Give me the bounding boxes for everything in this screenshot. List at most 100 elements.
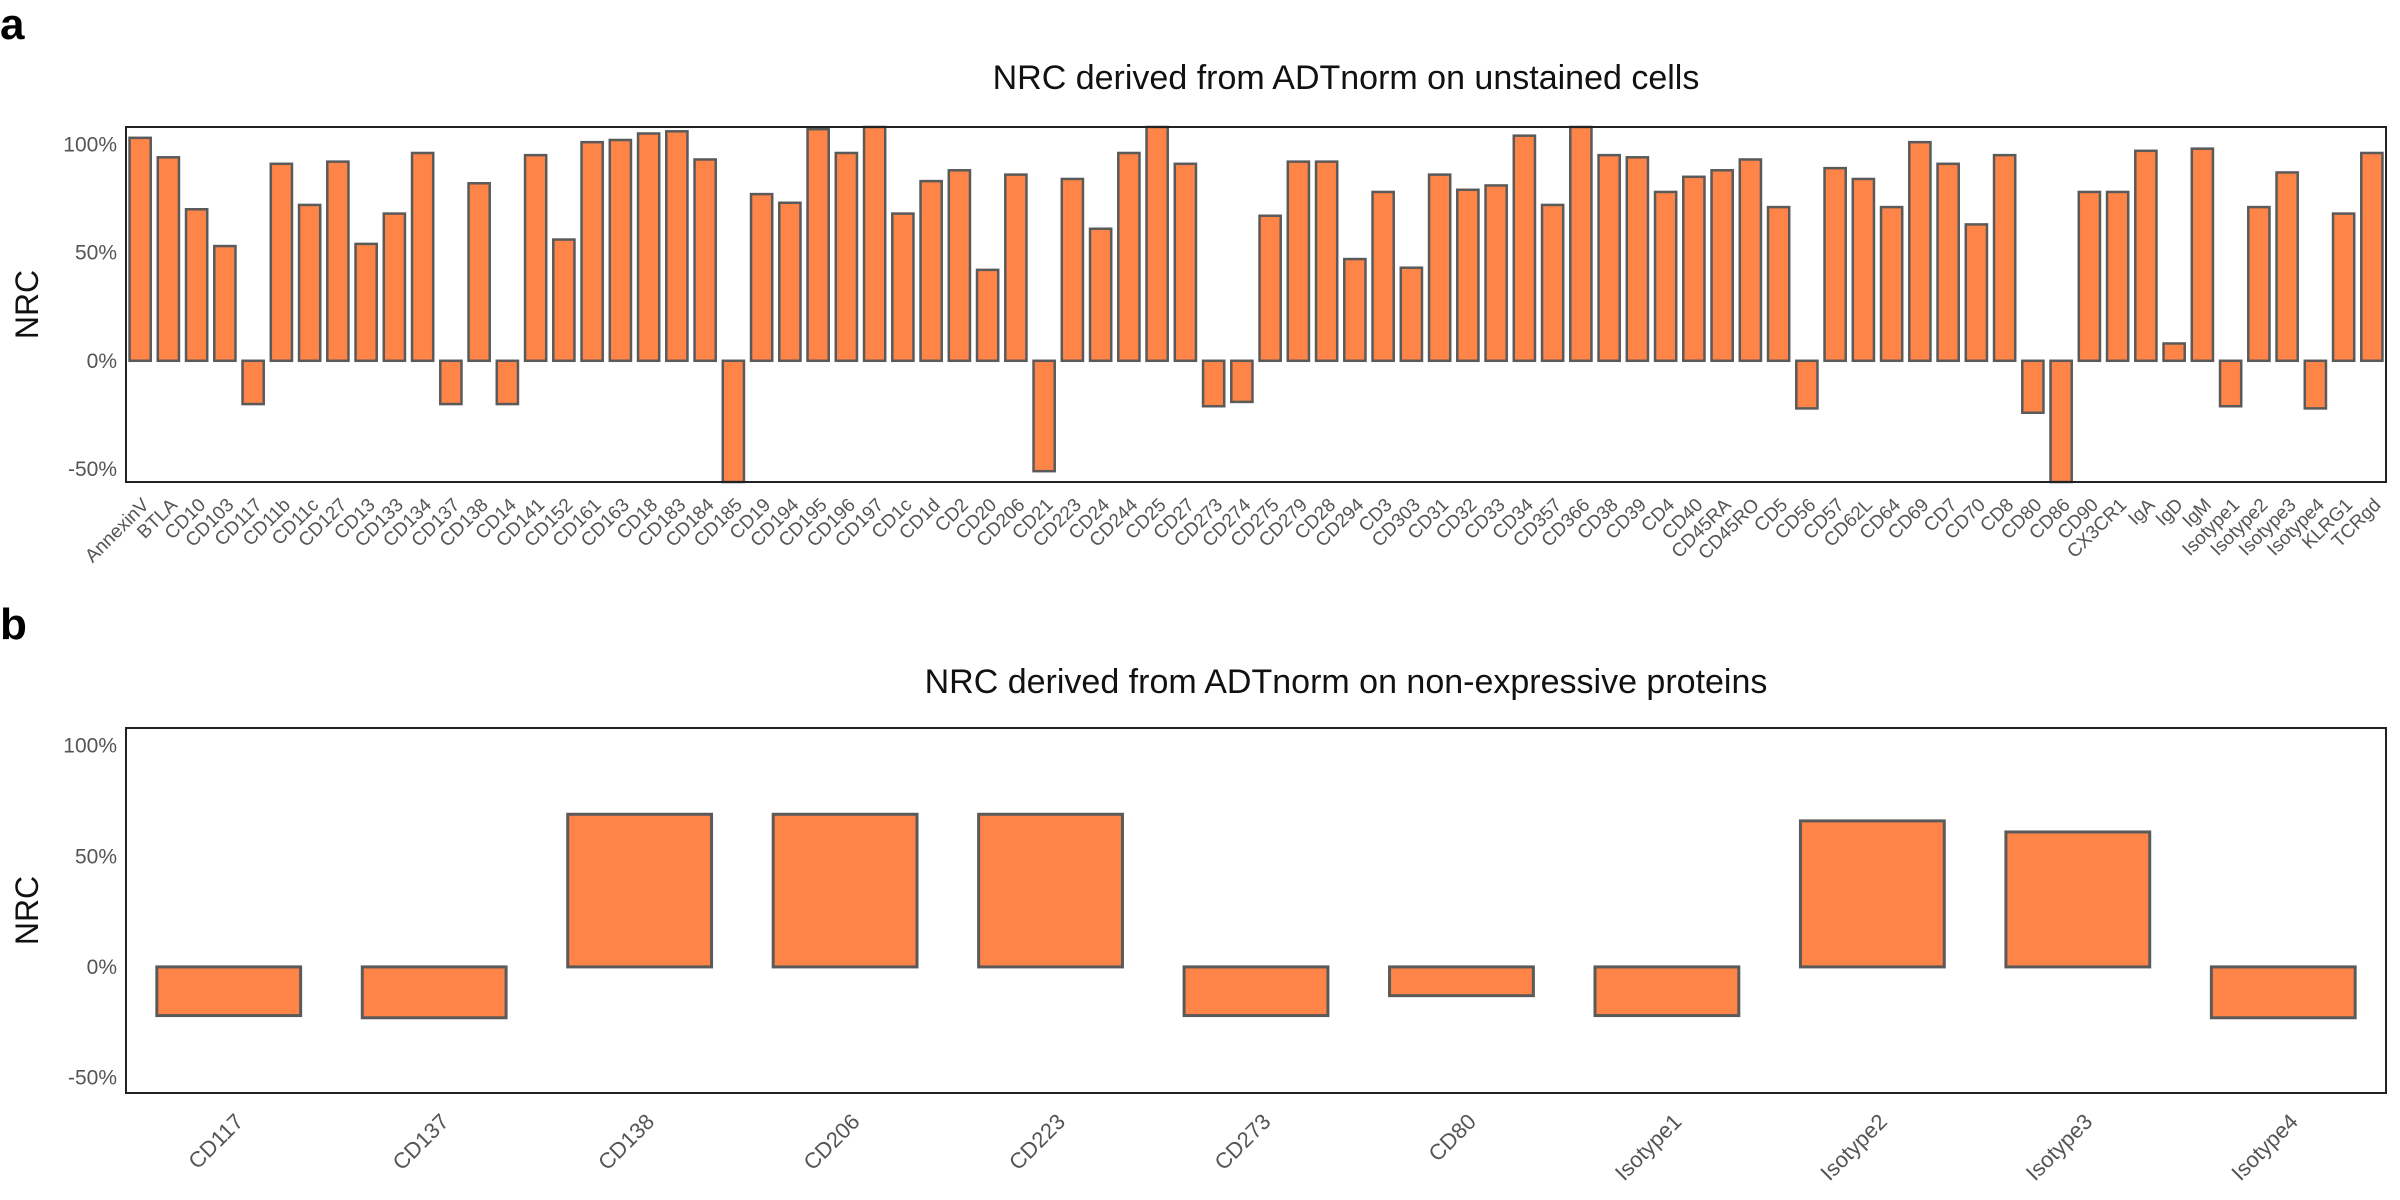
plot-frame <box>125 727 2387 1094</box>
y-tick-label: 100% <box>63 735 117 758</box>
bar-cd11b <box>269 162 294 363</box>
bar-cd206 <box>1004 173 1028 363</box>
bar-cd11c <box>297 203 322 363</box>
bar-cd27 <box>1173 162 1198 363</box>
chart-title: NRC derived from ADTnorm on unstained ce… <box>993 59 1700 97</box>
bar-cd196 <box>834 151 859 363</box>
bar-cd294 <box>1343 257 1367 363</box>
bar-cd20 <box>975 268 1000 363</box>
y-axis-label: NRC <box>9 876 45 945</box>
bar-annexinv <box>128 136 152 363</box>
bar-cd56 <box>1795 359 1819 410</box>
bar-cd197 <box>862 125 887 363</box>
bar-cd80 <box>1388 965 1535 998</box>
bar-cd21 <box>1032 359 1056 473</box>
bar-cd303 <box>1399 266 1424 363</box>
bar-cd273 <box>1182 965 1330 1018</box>
y-tick-label: 0% <box>87 956 117 979</box>
bar-cd103 <box>213 244 237 363</box>
bar-cd7 <box>1936 162 1960 363</box>
bar-cd24 <box>1088 227 1113 363</box>
bar-cd31 <box>1427 173 1452 363</box>
bar-cd223 <box>1060 177 1085 363</box>
bar-cd10 <box>184 208 209 363</box>
bar-cd223 <box>977 812 1124 969</box>
bar-cd195 <box>806 127 830 363</box>
bar-cd134 <box>410 151 435 363</box>
bar-cd64 <box>1879 205 1904 363</box>
chart-b: NRC derived from ADTnorm on non-expressi… <box>9 663 2387 1185</box>
bar-cd39 <box>1625 156 1650 363</box>
y-axis-label: NRC <box>9 270 45 339</box>
bar-igm <box>2190 147 2215 363</box>
bar-cx3cr1 <box>2105 190 2130 363</box>
bar-cd1d <box>919 179 943 363</box>
x-tick-label: CD117 <box>183 1109 248 1174</box>
bar-btla <box>156 156 181 363</box>
bar-cd274 <box>1230 359 1254 404</box>
bar-cd38 <box>1597 153 1621 363</box>
bar-isotype3 <box>2004 830 2152 969</box>
bar-cd1c <box>891 212 915 363</box>
bar-iga <box>2134 149 2158 363</box>
bar-isotype4 <box>2209 965 2357 1020</box>
plot-frame <box>125 126 2387 483</box>
bar-klrg1 <box>2331 212 2356 363</box>
y-tick-label: -50% <box>68 458 117 481</box>
bar-cd185 <box>721 359 746 484</box>
bar-cd244 <box>1117 151 1141 363</box>
bar-cd138 <box>566 812 714 969</box>
x-tick-label: Isotype2 <box>1815 1109 1891 1185</box>
bar-cd2 <box>947 169 972 363</box>
bar-cd206 <box>771 812 919 969</box>
bar-cd194 <box>778 201 802 363</box>
bar-tcrgd <box>2360 151 2384 363</box>
bar-cd127 <box>326 160 350 363</box>
chart-title: NRC derived from ADTnorm on non-expressi… <box>925 663 1768 701</box>
y-tick-label: 100% <box>63 133 117 156</box>
bar-cd80 <box>2021 359 2045 414</box>
bar-cd62l <box>1851 177 1876 363</box>
bar-cd137 <box>360 965 508 1020</box>
bar-cd70 <box>1964 223 1989 363</box>
bar-isotype1 <box>1593 965 1741 1018</box>
bar-cd86 <box>2049 359 2073 484</box>
bar-isotype1 <box>2218 359 2243 408</box>
bar-cd141 <box>523 153 548 363</box>
bar-cd137 <box>439 359 463 406</box>
bar-cd5 <box>1766 205 1791 363</box>
bar-cd14 <box>495 359 520 406</box>
bar-cd28 <box>1314 160 1339 363</box>
bar-cd366 <box>1569 125 1593 363</box>
bar-cd184 <box>693 158 717 363</box>
x-tick-label: Isotype1 <box>1610 1109 1686 1185</box>
bar-cd275 <box>1258 214 1282 363</box>
bar-igd <box>2162 342 2186 363</box>
bar-cd161 <box>580 140 604 363</box>
chart-a: NRC derived from ADTnorm on unstained ce… <box>9 59 2387 567</box>
bar-isotype3 <box>2275 171 2299 363</box>
x-tick-label: CD206 <box>799 1109 865 1175</box>
bar-cd13 <box>354 242 378 363</box>
bar-cd40 <box>1682 175 1706 363</box>
panel-label-a: a <box>0 0 25 49</box>
bar-cd32 <box>1456 188 1480 363</box>
bar-isotype4 <box>2303 359 2328 410</box>
bar-cd117 <box>155 965 303 1018</box>
bar-cd19 <box>749 192 774 363</box>
bar-cd8 <box>1992 153 2017 363</box>
bar-cd18 <box>636 132 661 363</box>
bar-cd183 <box>665 130 689 363</box>
bar-cd4 <box>1653 190 1678 363</box>
bar-cd45ra <box>1710 169 1734 363</box>
bar-cd133 <box>382 212 407 363</box>
x-tick-label: CD273 <box>1209 1109 1275 1175</box>
bar-cd69 <box>1908 140 1932 363</box>
bar-cd3 <box>1371 190 1395 363</box>
bar-cd117 <box>241 359 265 406</box>
bar-cd90 <box>2077 190 2102 363</box>
bar-cd138 <box>467 182 491 363</box>
bar-cd163 <box>608 138 633 363</box>
bar-cd273 <box>1201 359 1226 408</box>
bar-cd357 <box>1540 203 1565 363</box>
